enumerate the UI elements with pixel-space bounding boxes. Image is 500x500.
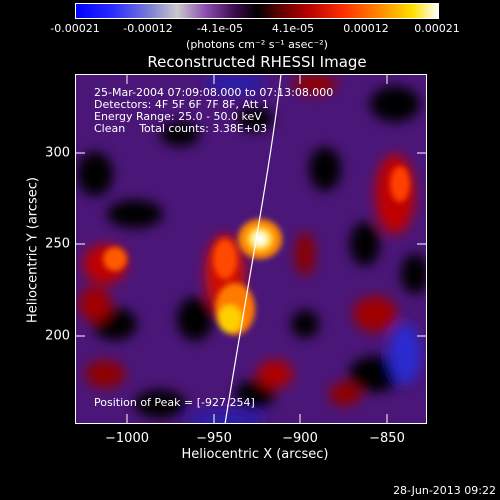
- colorbar-tick: 4.1e-05: [271, 22, 315, 35]
- y-axis-label: Heliocentric Y (arcsec): [25, 177, 41, 323]
- colorbar-tick: -4.1e-05: [196, 22, 244, 35]
- timestamp: 28-Jun-2013 09:22: [393, 484, 496, 497]
- x-tick: −900: [282, 431, 318, 446]
- x-axis-label: Heliocentric X (arcsec): [181, 447, 329, 462]
- colorbar-tick: 0.00021: [414, 22, 460, 35]
- colorbar-unit: (photons cm⁻² s⁻¹ asec⁻²): [186, 38, 328, 51]
- peak-position: Position of Peak = [-927,254]: [94, 396, 255, 409]
- x-tick: −1000: [105, 431, 149, 446]
- colorbar-tick: 0.00012: [343, 22, 389, 35]
- image-title: Reconstructed RHESSI Image: [147, 53, 367, 71]
- clean-counts: Clean Total counts: 3.38E+03: [94, 122, 268, 135]
- colorbar: [75, 3, 439, 19]
- x-tick: −950: [196, 431, 232, 446]
- y-tick: 250: [45, 236, 70, 252]
- x-tick: −850: [369, 431, 405, 446]
- y-tick: 300: [45, 145, 70, 161]
- y-tick: 200: [45, 328, 70, 344]
- observation-time: 25-Mar-2004 07:09:08.000 to 07:13:08.000: [94, 86, 334, 99]
- colorbar-tick: -0.00021: [50, 22, 100, 35]
- energy-range: Energy Range: 25.0 - 50.0 keV: [94, 110, 262, 123]
- solar-limb-line: [224, 74, 282, 424]
- rhessi-image: [75, 74, 427, 424]
- detectors-info: Detectors: 4F 5F 6F 7F 8F, Att 1: [94, 98, 269, 111]
- colorbar-tick: -0.00012: [123, 22, 173, 35]
